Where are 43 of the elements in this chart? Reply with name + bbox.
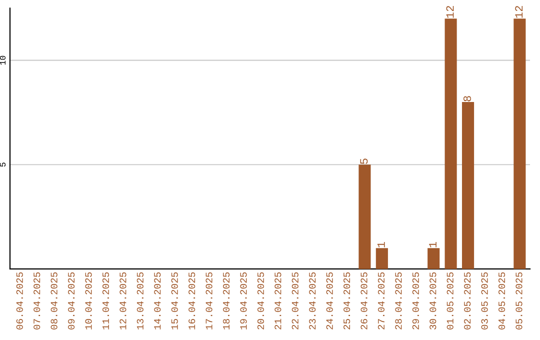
x-tick-label: 09.04.2025 [68,272,75,330]
x-tick-label: 03.05.2025 [481,272,488,330]
x-tick-label: 29.04.2025 [412,272,419,330]
x-tick-label: 11.04.2025 [102,272,110,330]
x-tick-label: 23.04.2025 [309,272,316,330]
data-label: 12 [515,6,523,18]
x-tick-label: 28.04.2025 [395,272,402,330]
x-tick-label: 19.04.2025 [240,272,247,330]
bar [376,248,388,269]
x-tick-label: 20.04.2025 [257,272,264,330]
x-tick-label: 24.04.2025 [326,272,333,330]
y-tick-label: 10 [0,56,6,65]
data-label: 1 [377,242,385,248]
x-tick-label: 10.04.2025 [85,272,92,330]
x-tick-label: 01.05.2025 [446,272,454,330]
x-tick-label: 14.04.2025 [154,272,161,330]
x-tick-label: 15.04.2025 [171,272,178,330]
bar [358,164,371,269]
x-tick-label: 02.05.2025 [464,272,471,330]
x-tick-label: 27.04.2025 [378,272,385,330]
x-tick-label: 25.04.2025 [343,272,350,330]
x-tick-label: 26.04.2025 [360,272,368,330]
data-label: 8 [463,96,472,102]
bar [514,18,526,269]
x-tick-label: 08.04.2025 [50,272,58,330]
x-tick-label: 04.05.2025 [498,272,506,330]
x-tick-label: 22.04.2025 [292,272,298,330]
x-tick-label: 05.05.2025 [516,272,522,330]
x-tick-label: 18.04.2025 [222,272,230,330]
x-tick-label: 16.04.2025 [188,272,196,330]
data-label: 5 [360,158,368,164]
bar [444,18,457,269]
data-label: 12 [446,6,454,18]
x-tick-label: 13.04.2025 [136,272,144,330]
x-tick-label: 17.04.2025 [206,272,212,330]
x-tick-label: 07.04.2025 [34,272,40,330]
x-tick-label: 06.04.2025 [16,272,23,330]
x-tick-label: 30.04.2025 [430,272,436,330]
data-label: 1 [429,242,436,248]
x-tick-label: 21.04.2025 [274,272,282,330]
x-tick-label: 12.04.2025 [120,272,126,330]
bar [462,102,474,269]
bar [428,248,440,269]
